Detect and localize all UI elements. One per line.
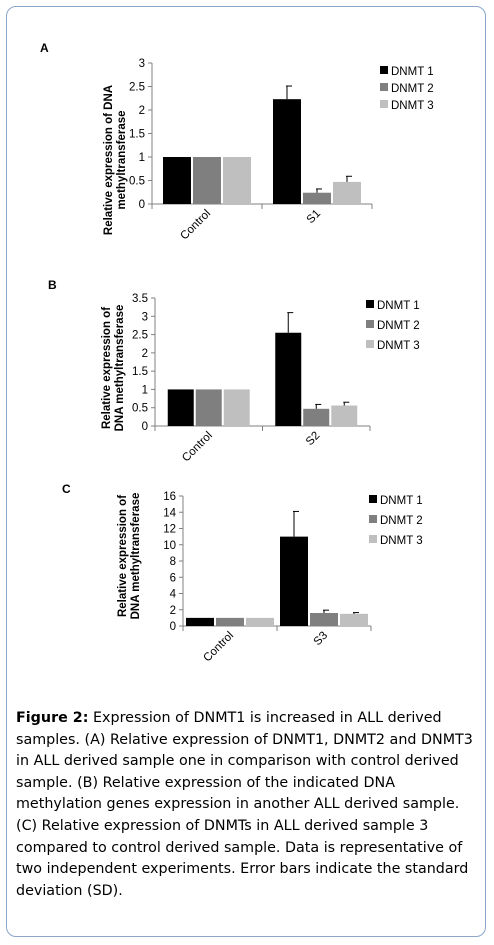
y-tick-label: 14: [163, 507, 176, 519]
x-tick-label: Control: [178, 208, 213, 243]
y-axis-title: DNA methyltransferase: [130, 493, 142, 620]
y-tick-label: 16: [163, 491, 176, 503]
y-axis-title: Relative expression of: [101, 307, 113, 429]
panel-label: A: [40, 41, 49, 55]
legend-label: DNMT 2: [391, 83, 434, 95]
y-axis-title: Relative expression of: [117, 495, 129, 617]
bar: [280, 536, 308, 626]
bar: [310, 613, 338, 626]
legend-swatch: [369, 515, 377, 523]
chart-panel-a: A 0 0.5 1 1.5 2 2.5 3 Control S1 Relative expressi…: [40, 41, 434, 243]
y-tick-label: 0: [170, 621, 176, 633]
panel-label: B: [48, 278, 57, 292]
legend-swatch: [366, 300, 374, 308]
legend-label: DNMT 2: [380, 515, 423, 527]
y-tick-label: 12: [163, 524, 176, 536]
legend-label: DNMT 1: [380, 495, 423, 507]
legend-label: DNMT 2: [377, 320, 420, 332]
bar: [246, 617, 274, 626]
legend-swatch: [380, 100, 388, 108]
x-tick-label: S1: [305, 208, 323, 226]
figure-caption: Figure 2: Expression of DNMT1 is increas…: [16, 708, 482, 902]
legend-swatch: [380, 83, 388, 91]
y-tick-label: 1.5: [132, 366, 148, 378]
legend-swatch: [366, 340, 374, 348]
y-tick-label: 2: [142, 348, 148, 360]
legend-label: DNMT 3: [391, 100, 434, 112]
caption-label: Figure 2:: [16, 710, 89, 726]
y-axis-title: DNA methyltransferase: [114, 305, 126, 432]
bar: [303, 192, 331, 204]
bar: [331, 405, 358, 426]
legend-swatch: [369, 495, 377, 503]
y-tick-label: 2.5: [132, 330, 148, 342]
bar: [223, 157, 251, 204]
y-axis-title: methyltransferase: [116, 110, 128, 209]
bar: [333, 181, 361, 204]
bar: [340, 613, 368, 626]
x-tick-label: Control: [180, 430, 215, 465]
y-axis-title: Relative expression of DNA: [103, 85, 115, 235]
legend-swatch: [369, 535, 377, 543]
y-tick-label: 1: [139, 152, 145, 164]
figure-frame: [6, 6, 486, 937]
legend-swatch: [366, 320, 374, 328]
y-tick-label: 0.5: [132, 403, 148, 415]
y-tick-label: 2.5: [129, 82, 145, 94]
bar: [163, 157, 191, 204]
y-tick-label: 4: [170, 589, 177, 601]
y-tick-label: 0: [142, 421, 148, 433]
bar: [193, 157, 221, 204]
bar: [273, 99, 301, 204]
legend-swatch: [380, 66, 388, 74]
y-tick-label: 1.5: [129, 129, 145, 141]
y-tick-label: 2: [139, 105, 145, 117]
y-tick-label: 3.5: [132, 293, 148, 305]
y-tick-label: 1: [142, 384, 148, 396]
panel-label: C: [62, 482, 71, 496]
x-tick-label: S2: [304, 430, 322, 448]
y-tick-label: 8: [170, 556, 176, 568]
y-tick-label: 10: [163, 540, 176, 552]
y-tick-label: 3: [142, 311, 148, 323]
y-tick-label: 0: [139, 199, 145, 211]
x-tick-label: Control: [201, 630, 236, 665]
y-tick-label: 0.5: [129, 176, 145, 188]
bar: [275, 332, 302, 426]
y-tick-label: 6: [170, 572, 176, 584]
legend-label: DNMT 3: [380, 535, 423, 547]
y-tick-label: 3: [139, 58, 145, 70]
bar: [195, 389, 222, 426]
y-tick-label: 2: [170, 605, 176, 617]
legend-label: DNMT 1: [391, 66, 434, 78]
legend-label: DNMT 3: [377, 340, 420, 352]
bar: [223, 389, 250, 426]
x-tick-label: S3: [312, 630, 330, 648]
bar: [216, 617, 244, 626]
legend-label: DNMT 1: [377, 300, 420, 312]
bar: [303, 408, 330, 426]
caption-text: Expression of DNMT1 is increased in ALL …: [16, 710, 473, 899]
chart-panel-b: B 0 0.5 1 1.5 2 2.5 3 3.5 Control S2 Relative expre…: [48, 278, 420, 465]
bar: [186, 617, 214, 626]
bar: [167, 389, 194, 426]
chart-panel-c: C 0 2 4 6 8 10 12 14 16 Control S3 Relative expressi…: [62, 482, 423, 665]
